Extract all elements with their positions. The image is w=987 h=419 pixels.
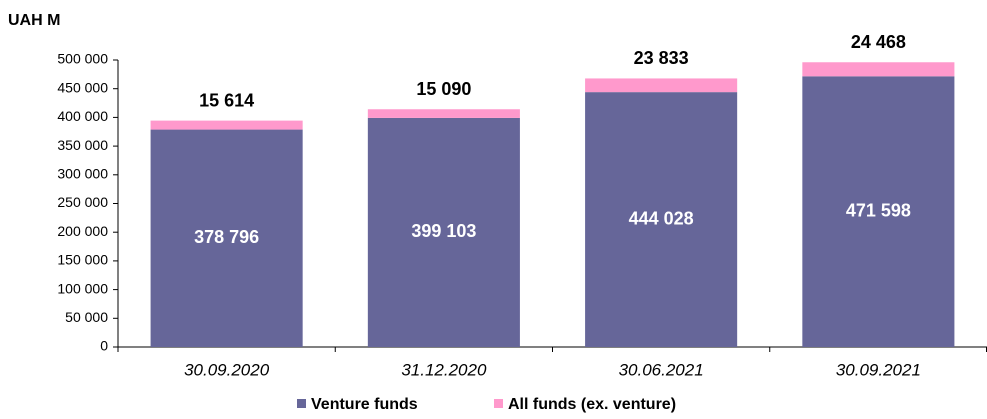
y-tick-label: 50 000 bbox=[65, 309, 108, 325]
bar-segment bbox=[585, 78, 738, 93]
legend-swatch bbox=[494, 399, 503, 408]
y-tick-label: 100 000 bbox=[57, 280, 108, 296]
x-tick-label: 30.09.2020 bbox=[184, 360, 270, 379]
y-tick-label: 250 000 bbox=[57, 194, 108, 210]
bar-segment bbox=[802, 62, 955, 77]
value-label: 471 598 bbox=[846, 200, 911, 220]
bar-segment bbox=[150, 120, 303, 130]
value-label: 399 103 bbox=[411, 221, 476, 241]
x-tick-label: 31.12.2020 bbox=[401, 360, 487, 379]
x-tick-label: 30.06.2021 bbox=[619, 360, 704, 379]
bar-segment bbox=[802, 76, 955, 348]
y-tick-label: 450 000 bbox=[57, 79, 108, 95]
y-tick-label: 150 000 bbox=[57, 252, 108, 268]
y-tick-label: 0 bbox=[100, 338, 108, 354]
value-label: 444 028 bbox=[629, 208, 694, 228]
value-label: 15 614 bbox=[199, 90, 254, 110]
y-tick-label: 300 000 bbox=[57, 166, 108, 182]
y-axis-label: UAH M bbox=[8, 12, 60, 29]
bar-segment bbox=[367, 117, 520, 347]
y-tick-label: 350 000 bbox=[57, 137, 108, 153]
value-label: 23 833 bbox=[634, 48, 689, 68]
value-label: 378 796 bbox=[194, 227, 259, 247]
bar-segment bbox=[585, 92, 738, 347]
y-tick-label: 500 000 bbox=[57, 51, 108, 67]
x-tick-label: 30.09.2021 bbox=[836, 360, 921, 379]
value-label: 15 090 bbox=[416, 79, 471, 99]
bar-segment bbox=[367, 109, 520, 118]
y-tick-label: 200 000 bbox=[57, 223, 108, 239]
legend-label: All funds (ex. venture) bbox=[508, 396, 676, 413]
legend-label: Venture funds bbox=[311, 396, 418, 413]
y-tick-label: 400 000 bbox=[57, 108, 108, 124]
legend-swatch bbox=[297, 399, 306, 408]
bar-segment bbox=[150, 129, 303, 347]
value-label: 24 468 bbox=[851, 32, 906, 52]
